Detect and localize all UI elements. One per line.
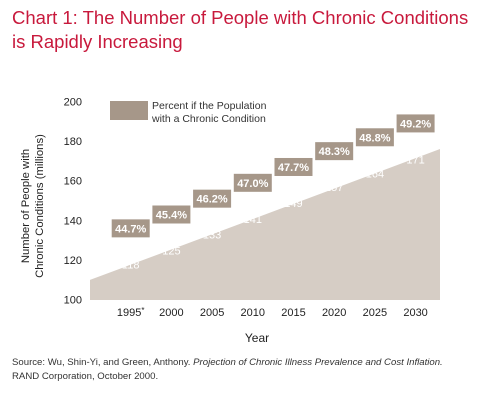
x-tick-label: 2030: [403, 307, 427, 319]
percent-label: 48.8%: [359, 132, 390, 144]
chart-title: Chart 1: The Number of People with Chron…: [12, 6, 472, 54]
x-tick-label: 2010: [241, 307, 265, 319]
percent-box: [233, 173, 272, 192]
chart-svg: 100 120 140 160 180 200 Number of People with C…: [20, 97, 440, 346]
data-label: 133: [203, 230, 221, 242]
x-tick-label: 1995*: [117, 306, 145, 319]
x-tick-label: 2015: [281, 307, 305, 319]
axis-layer: 100 120 140 160 180 200 Number of People with C…: [20, 97, 428, 346]
y-tick-label: 180: [64, 136, 82, 148]
area-layer: [90, 149, 440, 300]
percent-box: [315, 142, 354, 161]
percent-label: 47.7%: [278, 162, 309, 174]
percent-label: 49.2%: [400, 118, 431, 130]
data-label: 171: [406, 154, 424, 166]
y-tick-label: 140: [64, 215, 82, 227]
area-fill: [90, 149, 440, 300]
source-line-2: RAND Corporation, October 2000.: [12, 371, 159, 382]
percent-box: [396, 114, 435, 133]
percent-label: 45.4%: [156, 210, 187, 222]
data-label: 157: [325, 182, 343, 194]
x-axis-label: Year: [245, 331, 269, 345]
y-axis-label-line-1: Number of People with: [20, 149, 32, 263]
source-line-1: Source: Wu, Shin-Yi, and Green, Anthony.…: [12, 356, 474, 370]
percent-box: [355, 128, 394, 147]
legend-label-line-1: Percent if the Population: [152, 100, 267, 112]
legend-swatch: [110, 101, 148, 120]
percent-label: 48.3%: [319, 146, 350, 158]
percent-label: 46.2%: [196, 194, 227, 206]
chart-title-line-2: is Rapidly Increasing: [12, 31, 183, 52]
y-axis-label-line-2: Chronic Conditions (millions): [34, 134, 46, 278]
label-layer: 118 44.7% 125 45.4% 133 46.2% 141 47.0% 149 47.7%…: [111, 114, 435, 271]
y-tick-label: 160: [64, 176, 82, 188]
x-tick-label: 2005: [200, 307, 224, 319]
y-tick-label: 200: [64, 97, 82, 109]
source-title: Projection of Chronic Illness Prevalence…: [193, 357, 443, 368]
x-tick-label: 2000: [159, 307, 183, 319]
data-label: 149: [284, 198, 302, 210]
x-tick-label: 2020: [322, 307, 346, 319]
x-tick-label: 2025: [363, 307, 387, 319]
data-label: 164: [366, 168, 384, 180]
percent-box: [274, 157, 313, 176]
percent-box: [152, 205, 191, 224]
percent-label: 47.0%: [237, 178, 268, 190]
y-tick-label: 120: [64, 255, 82, 267]
source-note: Source: Wu, Shin-Yi, and Green, Anthony.…: [12, 356, 474, 384]
data-label: 118: [122, 259, 140, 271]
data-label: 141: [244, 214, 262, 226]
data-label: 125: [162, 246, 180, 258]
y-tick-label: 100: [64, 295, 82, 307]
source-prefix: Source: Wu, Shin-Yi, and Green, Anthony.: [12, 357, 194, 368]
legend-label-line-2: with a Chronic Condition: [151, 113, 266, 125]
percent-box: [111, 219, 150, 238]
percent-box: [193, 189, 232, 208]
percent-label: 44.7%: [115, 223, 146, 235]
chart-title-line-1: Chart 1: The Number of People with Chron…: [12, 7, 469, 28]
